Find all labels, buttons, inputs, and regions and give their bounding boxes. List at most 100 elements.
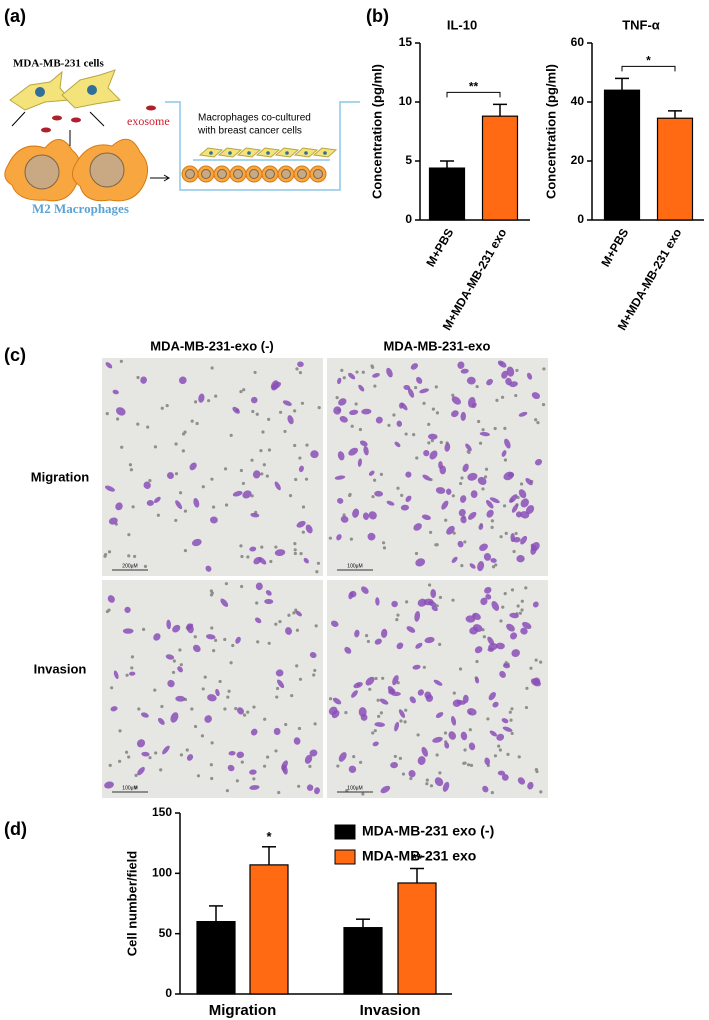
pore	[293, 548, 297, 552]
y-tick-label: 100	[152, 866, 172, 880]
stained-cell	[122, 628, 134, 634]
scale-bar-label: 200μM	[122, 563, 137, 569]
exosome	[146, 105, 156, 111]
pore	[292, 611, 296, 615]
stained-cell	[372, 372, 380, 378]
pore	[490, 790, 494, 795]
pore	[352, 754, 356, 759]
pore	[239, 544, 243, 548]
stained-cell	[357, 458, 363, 467]
stained-cell	[348, 765, 357, 773]
stained-cell	[448, 731, 457, 740]
stained-cell	[198, 393, 205, 403]
pore	[374, 676, 378, 681]
stained-cell	[518, 411, 528, 417]
pore	[359, 760, 363, 764]
stained-cell	[409, 696, 416, 704]
stained-cell	[424, 636, 435, 644]
stained-cell	[444, 442, 451, 452]
pore	[178, 648, 182, 652]
pore	[434, 543, 438, 547]
y-tick-label: 5	[405, 153, 412, 167]
cell-layer	[181, 147, 338, 183]
stained-cell	[249, 546, 257, 552]
pore	[510, 731, 514, 736]
macrophage-nucleus	[233, 169, 243, 179]
pore	[534, 658, 538, 662]
stained-cell	[282, 400, 292, 407]
pore	[312, 673, 316, 677]
stained-cell	[460, 731, 468, 741]
stained-cell	[482, 785, 489, 793]
stained-cell	[107, 595, 115, 603]
pore	[336, 764, 340, 768]
exosome	[52, 115, 62, 121]
pore	[361, 370, 365, 374]
pore	[504, 531, 508, 535]
stained-cell	[354, 629, 360, 638]
stained-cell	[413, 523, 422, 531]
pore	[288, 494, 293, 498]
stained-cell	[394, 441, 401, 448]
pore	[506, 752, 510, 756]
stained-cell	[146, 500, 154, 506]
stained-cell	[501, 450, 507, 457]
y-tick-label: 40	[571, 94, 585, 108]
pore	[301, 505, 306, 509]
pore	[401, 772, 406, 776]
pore	[153, 688, 157, 692]
pore	[536, 421, 540, 425]
pore	[463, 540, 467, 544]
column-title: MDA-MB-231-exo (-)	[150, 338, 274, 353]
pore	[118, 759, 122, 763]
pore	[224, 503, 229, 507]
stained-cell	[444, 742, 450, 749]
stained-cell	[484, 586, 492, 594]
stained-cell	[379, 698, 389, 705]
stained-cell	[115, 502, 123, 511]
stained-cell	[255, 582, 263, 591]
pore	[422, 401, 426, 405]
pore	[345, 789, 349, 793]
pore	[342, 376, 346, 380]
pore	[444, 518, 448, 522]
pore	[300, 401, 305, 405]
pore	[297, 726, 302, 731]
pore	[434, 385, 438, 389]
pore	[349, 537, 353, 541]
pore	[203, 675, 207, 679]
bar	[249, 864, 289, 995]
pore	[404, 432, 408, 436]
pore	[469, 763, 474, 767]
pore	[231, 643, 235, 648]
stained-cell	[339, 416, 348, 423]
x-tick-label: M+PBS	[598, 226, 631, 269]
pore	[525, 686, 529, 690]
stained-cell	[526, 372, 533, 380]
stained-cell	[405, 495, 412, 503]
pore	[119, 359, 123, 363]
stained-cell	[105, 362, 113, 369]
stained-cell	[227, 764, 235, 772]
pore	[340, 368, 344, 373]
pore	[153, 445, 158, 449]
pore	[370, 364, 374, 368]
stained-cell	[334, 475, 346, 480]
pore	[265, 474, 269, 478]
pore	[201, 485, 205, 489]
stained-cell	[252, 470, 261, 479]
pore	[195, 421, 199, 426]
stained-cell	[157, 717, 165, 725]
stained-cell	[472, 624, 483, 632]
pore	[226, 695, 230, 699]
pore	[116, 417, 120, 421]
pore	[274, 749, 278, 753]
pore	[358, 427, 363, 432]
stained-cell	[337, 451, 345, 461]
pore	[405, 600, 409, 604]
y-axis-label: Concentration (pg/ml)	[543, 64, 558, 199]
stained-cell	[295, 610, 302, 617]
pore	[134, 773, 138, 777]
stained-cell	[532, 677, 541, 685]
stained-cell	[466, 708, 477, 716]
